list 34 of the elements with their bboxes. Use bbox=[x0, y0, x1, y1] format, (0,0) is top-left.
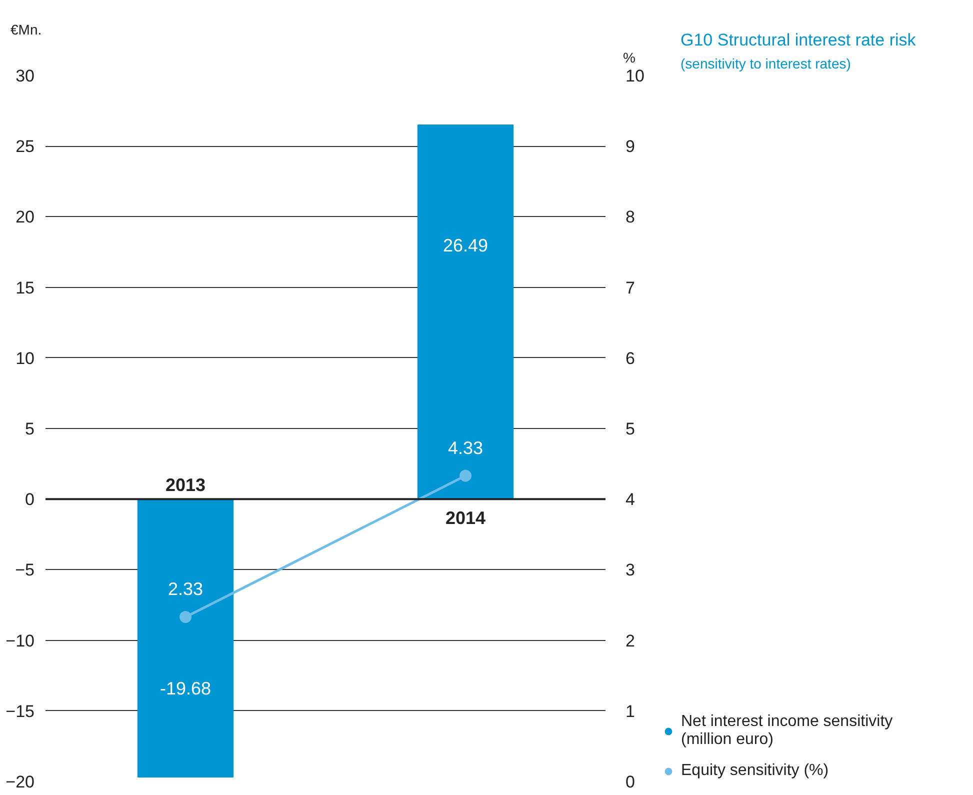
y2-tick-label: 9 bbox=[626, 137, 635, 156]
y-tick-label: 30 bbox=[16, 66, 35, 86]
data-label: 26.49 bbox=[442, 235, 488, 256]
y-tick-label: −15 bbox=[6, 702, 35, 721]
y-tick-label: 0 bbox=[25, 490, 35, 510]
y-tick-label: 25 bbox=[16, 137, 35, 156]
y-axis-title: €Mn. bbox=[10, 22, 42, 38]
y2-tick-label: 3 bbox=[626, 560, 635, 580]
data-label: -19.68 bbox=[160, 678, 212, 699]
x-tick-label: 2014 bbox=[445, 508, 486, 528]
y2-tick-label: 5 bbox=[626, 420, 635, 438]
y2-tick-label: 7 bbox=[626, 278, 635, 298]
y2-tick-label: 2 bbox=[626, 631, 635, 650]
y2-tick-label: 10 bbox=[626, 66, 644, 86]
y2-tick-label: 6 bbox=[626, 348, 635, 368]
legend-label: Net interest income sensitivity (million euro) bbox=[681, 713, 893, 749]
y2-axis-title: % bbox=[623, 50, 636, 66]
y-tick-label: 10 bbox=[16, 348, 35, 368]
x-tick-label: 2013 bbox=[165, 475, 206, 496]
y2-tick-label: 0 bbox=[626, 772, 635, 792]
y-tick-label: −20 bbox=[6, 772, 35, 792]
text: G10 Structural interest rate risk bbox=[680, 30, 916, 50]
y2-tick-label: 1 bbox=[626, 702, 635, 721]
y-tick-label: −5 bbox=[15, 560, 35, 580]
y-tick-label: 15 bbox=[16, 278, 35, 298]
data-label: 2.33 bbox=[168, 579, 204, 599]
data-label: 4.33 bbox=[448, 438, 484, 458]
y-tick-label: 20 bbox=[16, 208, 35, 227]
y-tick-label: 5 bbox=[25, 420, 35, 438]
legend-label: Equity sensitivity (%) bbox=[681, 762, 829, 780]
y-tick-label: −10 bbox=[6, 631, 35, 650]
y2-tick-label: 8 bbox=[626, 208, 635, 227]
text: (sensitivity to interest rates) bbox=[680, 56, 851, 72]
y2-tick-label: 4 bbox=[626, 490, 635, 510]
